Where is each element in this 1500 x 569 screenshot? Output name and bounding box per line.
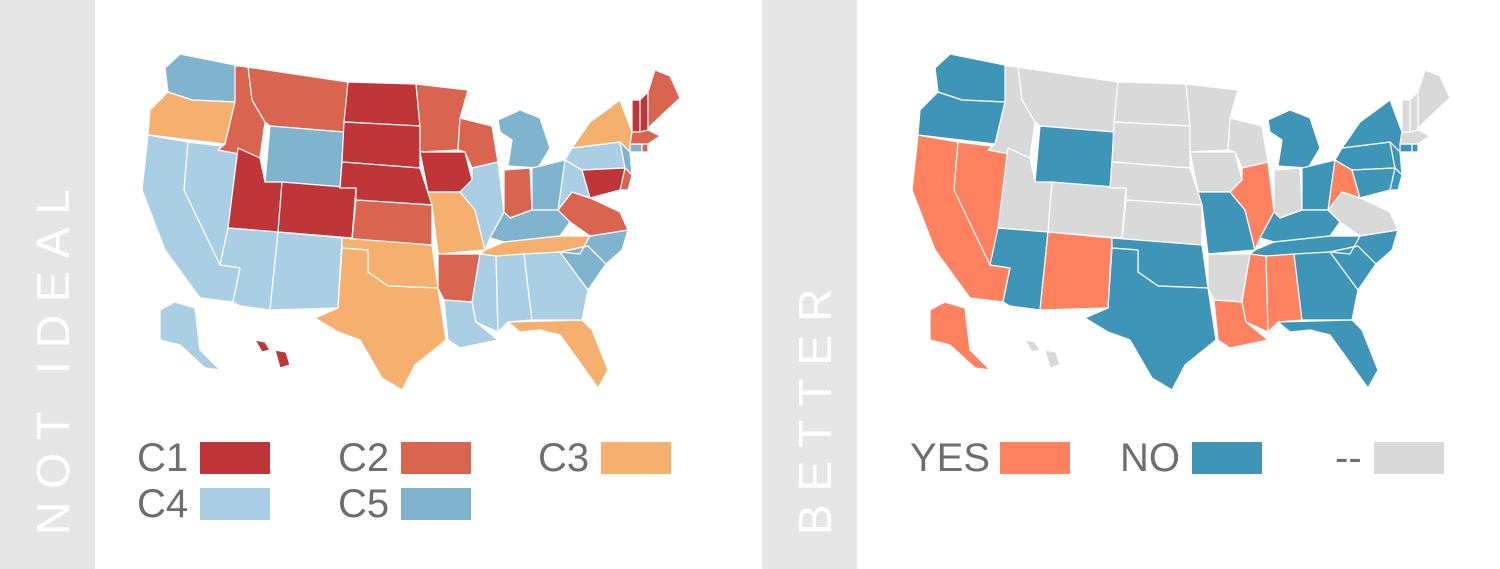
state-me — [1417, 69, 1451, 129]
legend-item-c2: C2 — [338, 436, 472, 480]
panel-label-better: BETTER — [789, 275, 841, 535]
state-nh — [639, 91, 649, 133]
state-fl — [1277, 319, 1379, 389]
state-ak — [929, 301, 991, 371]
state-nh — [1409, 91, 1419, 133]
legend-item-na: -- — [1335, 436, 1444, 480]
side-band-left — [0, 0, 95, 569]
state-ct — [629, 143, 643, 153]
legend-swatch-na — [1373, 442, 1444, 474]
state-co — [277, 181, 357, 239]
state-co — [1047, 181, 1127, 239]
state-tx — [314, 247, 447, 391]
legend-swatch-c1 — [200, 442, 271, 474]
side-band-right — [762, 0, 857, 569]
us-map-not-ideal — [141, 53, 681, 391]
state-nm — [269, 231, 343, 311]
state-nd — [1113, 81, 1191, 127]
legend-label-c1: C1 — [137, 435, 189, 480]
state-wy — [1034, 125, 1115, 189]
state-mi — [497, 109, 551, 169]
state-in — [503, 167, 533, 219]
state-va — [557, 191, 629, 237]
state-tx — [1084, 247, 1217, 391]
legend-label-yes: YES — [910, 435, 991, 480]
legend-item-c3: C3 — [538, 436, 672, 480]
legend-item-c5: C5 — [338, 482, 472, 526]
state-md — [1351, 167, 1396, 199]
legend-swatch-c5 — [401, 488, 472, 520]
legend-label-na: -- — [1335, 435, 1362, 480]
state-hi — [1024, 339, 1061, 369]
state-hi — [254, 339, 291, 369]
legend-label-c3: C3 — [538, 435, 590, 480]
legend-swatch-c2 — [401, 442, 472, 474]
state-ia — [419, 151, 473, 193]
state-fl — [507, 319, 609, 389]
state-ri — [1411, 143, 1419, 153]
legend-swatch-no — [1192, 442, 1262, 474]
state-vt — [1401, 99, 1411, 133]
legend-item-c1: C1 — [137, 436, 271, 480]
state-al — [1265, 253, 1303, 333]
state-al — [495, 253, 533, 333]
state-nm — [1039, 231, 1113, 311]
state-vt — [631, 99, 641, 133]
state-sd — [1111, 121, 1191, 169]
legend-swatch-c4 — [200, 488, 271, 520]
legend-swatch-yes — [1000, 442, 1071, 474]
state-ia — [1189, 151, 1243, 193]
state-md — [581, 167, 626, 199]
state-in — [1273, 167, 1303, 219]
legend-label-no: NO — [1120, 435, 1180, 480]
state-sd — [341, 121, 421, 169]
state-ks — [1121, 199, 1203, 246]
state-wy — [264, 125, 345, 189]
state-ks — [351, 199, 433, 246]
state-me — [647, 69, 681, 129]
panel-label-not-ideal: NOT IDEAL — [27, 176, 79, 535]
state-va — [1327, 191, 1399, 237]
legend-swatch-c3 — [601, 442, 672, 474]
legend-label-c5: C5 — [338, 481, 390, 526]
state-mi — [1267, 109, 1321, 169]
legend-label-c2: C2 — [338, 435, 390, 480]
us-map-better — [911, 53, 1451, 391]
state-ak — [159, 301, 221, 371]
state-ct — [1399, 143, 1413, 153]
state-ri — [641, 143, 649, 153]
state-nd — [343, 81, 421, 127]
legend-item-no: NO — [1120, 436, 1262, 480]
legend-label-c4: C4 — [137, 481, 189, 526]
legend-item-yes: YES — [910, 436, 1071, 480]
legend-item-c4: C4 — [137, 482, 271, 526]
